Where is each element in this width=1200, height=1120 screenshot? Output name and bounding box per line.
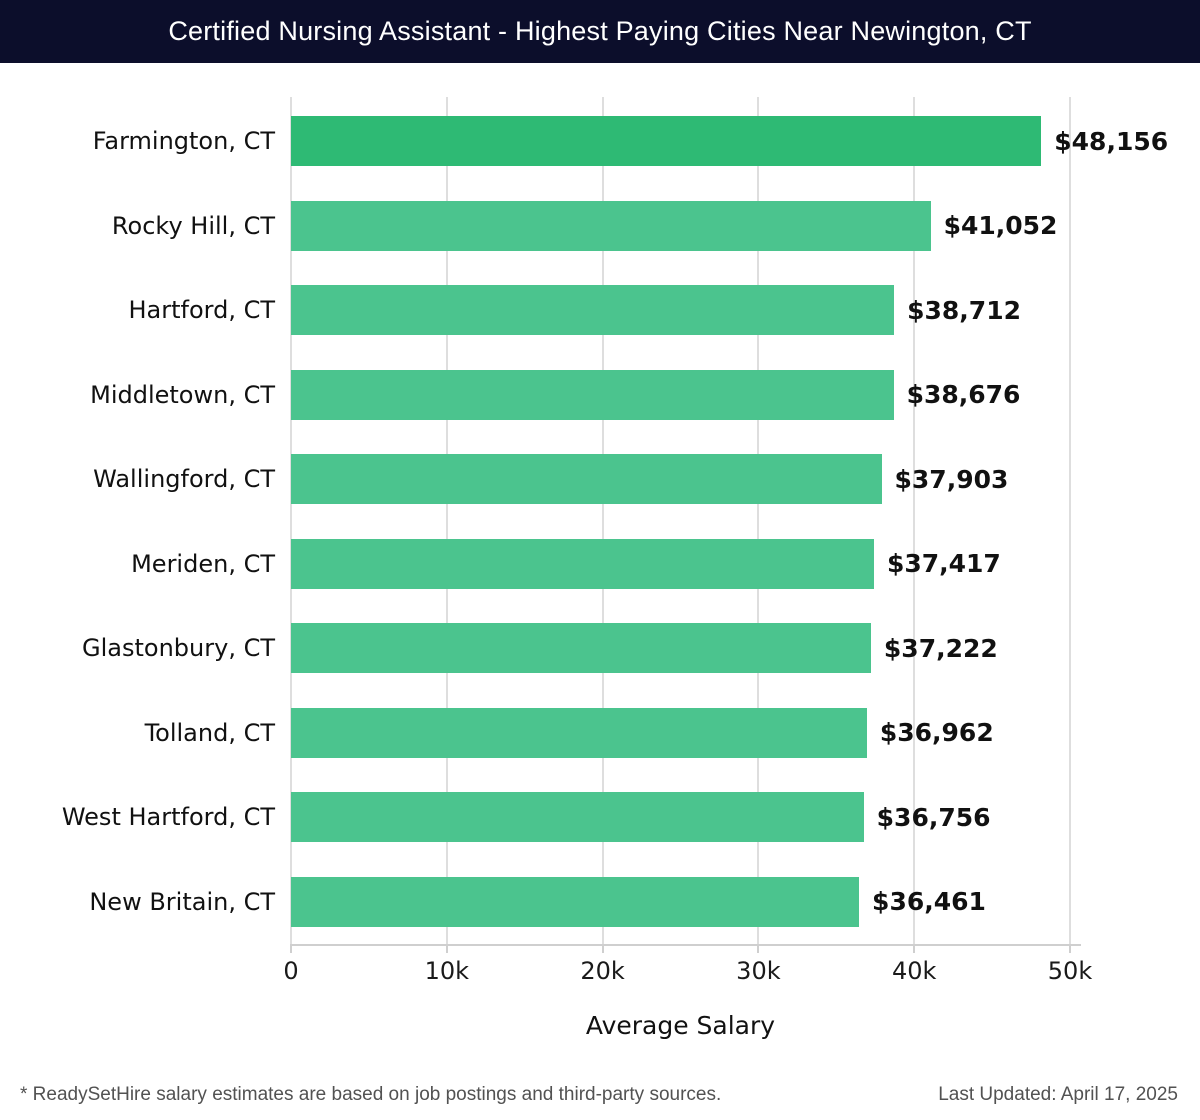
value-label: $41,052 [943, 211, 1058, 240]
category-label: New Britain, CT [89, 887, 275, 916]
bar [291, 200, 931, 251]
category-label: West Hartford, CT [61, 803, 275, 831]
bar [291, 116, 1042, 166]
x-axis-tick [445, 944, 448, 953]
category-label: Tolland, CT [144, 718, 275, 747]
category-label: Hartford, CT [128, 296, 275, 324]
value-label: $38,676 [906, 380, 1021, 409]
gridline [1069, 97, 1071, 944]
x-axis-tick [290, 944, 292, 953]
x-axis-tick [1069, 944, 1071, 953]
gridline [913, 97, 916, 944]
bar [291, 707, 867, 758]
bar [291, 538, 874, 589]
chart-footer: * ReadySetHire salary estimates are base… [0, 1074, 1200, 1120]
chart-title: Certified Nursing Assistant - Highest Pa… [168, 16, 1032, 46]
x-axis-tick [913, 944, 916, 953]
bar [291, 369, 894, 420]
value-label: $37,417 [886, 549, 1001, 578]
x-axis-tick-label: 0 [283, 957, 299, 985]
x-axis-tick-label: 50k [1047, 957, 1093, 985]
chart-title-bar: Certified Nursing Assistant - Highest Pa… [0, 0, 1200, 63]
last-updated-text: Last Updated: April 17, 2025 [938, 1084, 1178, 1105]
x-axis-tick-label: 30k [736, 957, 781, 985]
bar [291, 792, 864, 842]
category-label: Glastonbury, CT [82, 634, 275, 662]
x-axis-tick-label: 10k [424, 957, 470, 985]
value-label: $37,903 [894, 464, 1009, 494]
category-label: Rocky Hill, CT [111, 211, 275, 240]
value-label: $48,156 [1054, 126, 1169, 156]
bar [291, 454, 882, 504]
bar [291, 285, 895, 335]
gridline [290, 97, 292, 944]
category-label: Farmington, CT [92, 127, 275, 155]
x-axis-tick-label: 20k [580, 957, 625, 985]
value-label: $36,756 [876, 802, 991, 832]
category-label: Middletown, CT [90, 380, 275, 409]
gridline [445, 97, 448, 944]
x-axis-tick [601, 944, 604, 953]
x-axis-tick-label: 40k [891, 957, 937, 985]
gridline [757, 97, 760, 944]
value-label: $36,962 [879, 718, 994, 747]
value-label: $38,712 [907, 295, 1021, 325]
category-label: Wallingford, CT [93, 465, 275, 493]
x-axis-tick [757, 944, 760, 953]
value-label: $36,461 [872, 887, 986, 916]
value-label: $37,222 [883, 633, 998, 663]
x-axis-line [291, 944, 1081, 946]
source-footnote: * ReadySetHire salary estimates are base… [20, 1084, 722, 1105]
x-axis-title: Average Salary [585, 1011, 776, 1040]
bar [291, 876, 860, 927]
category-label: Meriden, CT [131, 549, 275, 578]
bar [291, 623, 871, 673]
gridline [601, 97, 604, 944]
bar-chart-plot-area: Farmington, CT $48,156 Rocky Hill, CT $41,0… [0, 63, 1200, 1053]
